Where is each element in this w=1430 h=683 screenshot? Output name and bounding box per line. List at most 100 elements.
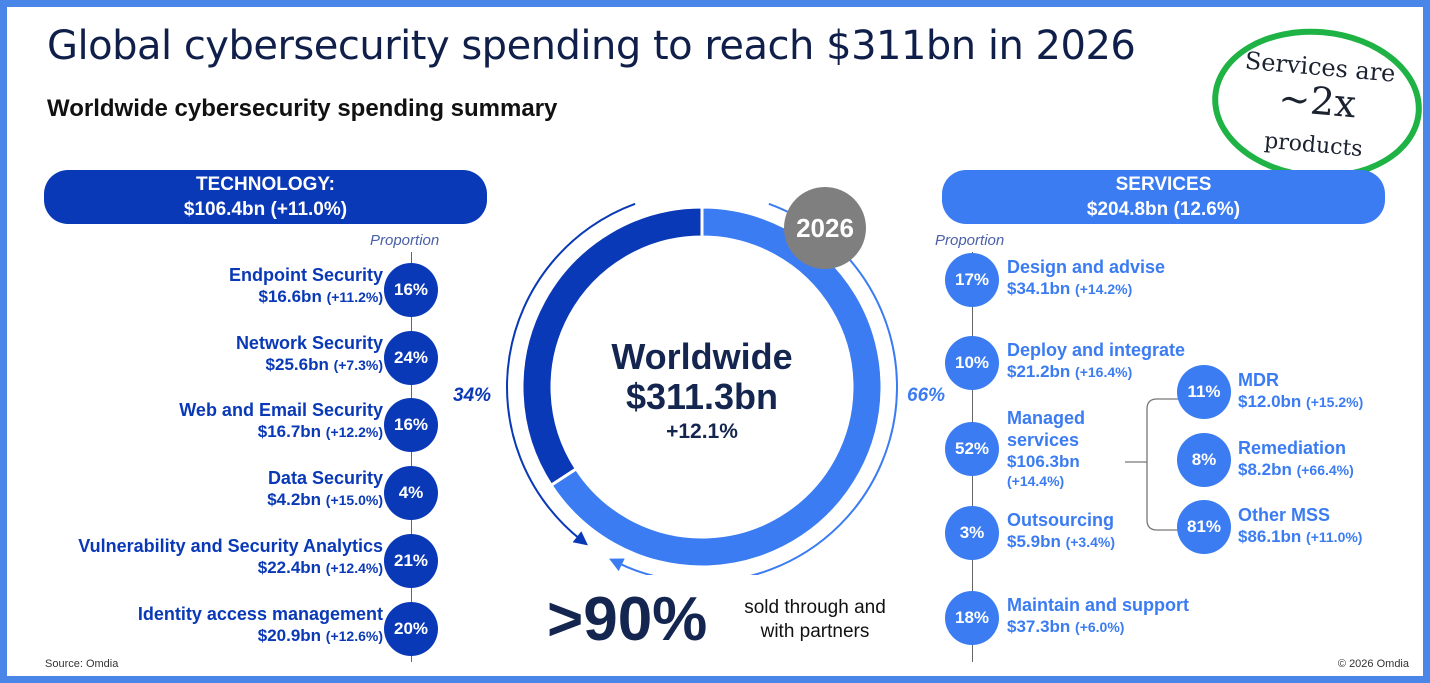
technology-item-growth: (+12.6%)	[325, 628, 383, 644]
managed-sub-item-name: Remediation	[1238, 438, 1347, 458]
services-item-value: $34.1bn	[1007, 279, 1071, 298]
managed-sub-item: Remediation $8.2bn (+66.4%)	[1238, 437, 1354, 481]
page-title: Global cybersecurity spending to reach $…	[47, 23, 1136, 69]
services-item-value-row: $34.1bn (+14.2%)	[1007, 278, 1165, 300]
services-item-name: Design and advise	[1007, 257, 1166, 277]
technology-item: Web and Email Security $16.7bn (+12.2%)	[179, 399, 383, 443]
technology-item: Vulnerability and Security Analytics $22.…	[78, 535, 383, 579]
services-proportion-circle: 10%	[945, 336, 999, 390]
partner-text-line1: sold through and	[744, 597, 886, 618]
worldwide-growth: +12.1%	[666, 420, 738, 443]
managed-sub-item-growth: (+11.0%)	[1306, 529, 1363, 545]
services-item-growth: (+16.4%)	[1075, 364, 1133, 380]
services-item-growth: (+6.0%)	[1075, 619, 1125, 635]
services-item-value: $5.9bn	[1007, 532, 1061, 551]
managed-sub-item: Other MSS $86.1bn (+11.0%)	[1238, 504, 1362, 548]
source-note: Source: Omdia	[45, 658, 119, 670]
managed-sub-item-name: Other MSS	[1238, 505, 1331, 525]
managed-services-bracket	[1125, 398, 1179, 531]
managed-sub-item-growth: (+66.4%)	[1296, 462, 1354, 478]
services-proportion-circle: 18%	[945, 591, 999, 645]
managed-sub-item-value: $86.1bn	[1238, 527, 1302, 546]
worldwide-label: Worldwide	[611, 336, 793, 377]
technology-item-value-row: $4.2bn (+15.0%)	[267, 489, 383, 511]
technology-proportion-circle: 20%	[384, 602, 438, 656]
technology-proportion-label: Proportion	[370, 232, 440, 249]
technology-proportion-circle: 24%	[384, 331, 438, 385]
managed-sub-proportion-circle: 81%	[1177, 500, 1231, 554]
managed-sub-item-value-row: $8.2bn (+66.4%)	[1238, 459, 1354, 481]
technology-share-arrowhead	[572, 531, 588, 546]
services-item-growth: (+14.2%)	[1075, 281, 1133, 297]
services-proportion-label: Proportion	[935, 232, 1005, 249]
managed-sub-item-value: $8.2bn	[1238, 460, 1292, 479]
donut-slice-services	[549, 205, 884, 569]
services-item: Deploy and integrate $21.2bn (+16.4%)	[1007, 339, 1185, 383]
services-item-value-row: $5.9bn (+3.4%)	[1007, 531, 1115, 553]
technology-proportion-circle: 21%	[384, 534, 438, 588]
technology-item-value: $16.6bn	[258, 287, 322, 306]
managed-sub-item-value: $12.0bn	[1238, 392, 1302, 411]
technology-share-label: 34%	[453, 385, 492, 406]
year-badge: 2026	[784, 187, 866, 269]
services-proportion-circle: 52%	[945, 422, 999, 476]
callout-line3: products	[1263, 128, 1364, 163]
services-item-name-line2: services	[1007, 430, 1080, 450]
technology-item-name: Web and Email Security	[179, 400, 383, 420]
services-item-growth: (+3.4%)	[1065, 534, 1116, 550]
technology-item: Endpoint Security $16.6bn (+11.2%)	[229, 264, 383, 308]
technology-item-name: Vulnerability and Security Analytics	[78, 536, 383, 556]
technology-item-value: $4.2bn	[267, 490, 322, 509]
partner-share-figure: >90%	[547, 585, 708, 654]
services-share-label: 66%	[907, 385, 946, 406]
technology-header: TECHNOLOGY: $106.4bn (+11.0%)	[44, 170, 487, 224]
technology-item-name: Identity access management	[137, 604, 383, 624]
technology-item-growth: (+12.4%)	[325, 560, 383, 576]
technology-header-label: TECHNOLOGY:	[196, 174, 335, 195]
technology-item-growth: (+15.0%)	[325, 492, 383, 508]
technology-item-growth: (+12.2%)	[325, 424, 383, 440]
technology-item-value: $16.7bn	[257, 422, 322, 441]
partner-text-line2: with partners	[760, 621, 870, 642]
worldwide-summary: Worldwide $311.3bn +12.1%	[567, 337, 837, 447]
services-item: Design and advise $34.1bn (+14.2%)	[1007, 256, 1165, 300]
technology-item-growth: (+7.3%)	[333, 357, 383, 373]
services-item-name: Maintain and support	[1007, 595, 1189, 615]
services-item: Outsourcing $5.9bn (+3.4%)	[1007, 509, 1115, 553]
technology-proportion-circle: 4%	[384, 466, 438, 520]
services-item-value-row: $37.3bn (+6.0%)	[1007, 616, 1189, 638]
technology-item-value-row: $16.6bn (+11.2%)	[229, 286, 383, 308]
services-item: Managed services $106.3bn (+14.4%)	[1007, 407, 1085, 489]
technology-item-name: Endpoint Security	[228, 265, 383, 285]
services-share-arrowhead	[609, 558, 625, 572]
services-item-value: $37.3bn	[1007, 617, 1071, 636]
technology-item-value: $25.6bn	[265, 355, 329, 374]
managed-sub-item-value-row: $12.0bn (+15.2%)	[1238, 391, 1363, 413]
technology-share-arrow	[506, 202, 636, 541]
managed-sub-proportion-circle: 11%	[1177, 365, 1231, 419]
services-header-label: SERVICES	[1115, 174, 1212, 195]
technology-item: Data Security $4.2bn (+15.0%)	[267, 467, 383, 511]
services-item-value-row: $21.2bn (+16.4%)	[1007, 361, 1185, 383]
technology-item-value-row: $20.9bn (+12.6%)	[138, 625, 383, 647]
managed-sub-item-name: MDR	[1238, 370, 1279, 390]
technology-item-name: Network Security	[235, 333, 383, 353]
technology-item-value: $20.9bn	[257, 626, 322, 645]
managed-sub-item-growth: (+15.2%)	[1306, 394, 1364, 410]
technology-item: Identity access management $20.9bn (+12.6…	[138, 603, 383, 647]
technology-item-value-row: $25.6bn (+7.3%)	[236, 354, 383, 376]
technology-item-value-row: $16.7bn (+12.2%)	[179, 421, 383, 443]
technology-proportion-circle: 16%	[384, 263, 438, 317]
technology-connector-line	[411, 252, 412, 662]
services-header: SERVICES $204.8bn (12.6%)	[942, 170, 1385, 224]
services-item-value: $106.3bn	[1007, 452, 1080, 471]
page-subtitle: Worldwide cybersecurity spending summary	[47, 95, 558, 122]
managed-sub-proportion-circle: 8%	[1177, 433, 1231, 487]
callout-stamp: Services are ~2x products	[1205, 20, 1423, 188]
managed-sub-item: MDR $12.0bn (+15.2%)	[1238, 369, 1363, 413]
services-item-growth: (+14.4%)	[1007, 473, 1065, 489]
services-item: Maintain and support $37.3bn (+6.0%)	[1007, 594, 1189, 638]
technology-proportion-circle: 16%	[384, 398, 438, 452]
services-item-name: Outsourcing	[1007, 510, 1114, 530]
services-proportion-circle: 3%	[945, 506, 999, 560]
